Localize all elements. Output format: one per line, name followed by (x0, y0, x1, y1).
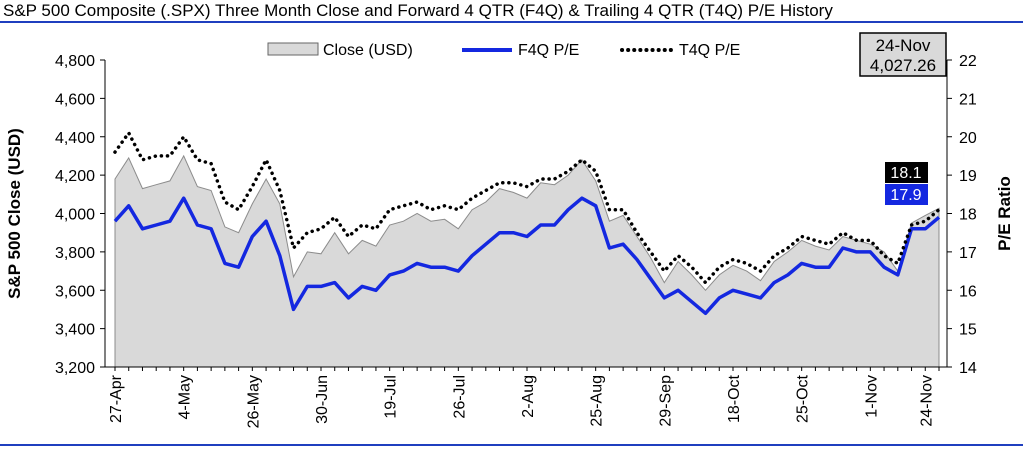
legend: Close (USD) F4Q P/E T4Q P/E (267, 42, 740, 59)
x-tick-label: 30-Jun (314, 375, 331, 424)
t4q-value-tag-text: 18.1 (890, 165, 921, 182)
x-tick-label: 25-Oct (795, 374, 812, 423)
x-tick-label: 26-Jul (451, 375, 468, 419)
x-tick-label: 27-Apr (108, 374, 125, 423)
x-tick-label: 25-Aug (589, 375, 606, 427)
date-value-box (859, 32, 947, 77)
x-tick-label: 2-Aug (520, 375, 537, 418)
left-tick-label: 3,200 (55, 360, 95, 377)
right-tick-label: 15 (959, 322, 977, 339)
close-area-layer (114, 154, 940, 368)
f4q-pe-line (113, 196, 941, 316)
left-tick-label: 4,600 (55, 91, 95, 108)
legend-label-close: Close (USD) (323, 42, 413, 59)
chart-title: S&P 500 Composite (.SPX) Three Month Clo… (3, 1, 833, 20)
right-tick-label: 14 (959, 360, 977, 377)
right-tick-label: 18 (959, 207, 977, 224)
right-tick-label: 22 (959, 53, 977, 70)
x-tick-label: 19-Jul (383, 375, 400, 419)
f4q-value-tag (885, 184, 928, 205)
date-box-value: 4,027.26 (870, 56, 936, 75)
legend-label-t4q: T4Q P/E (679, 42, 740, 59)
close-usd-area (114, 154, 940, 368)
legend-swatch-close (267, 42, 319, 56)
right-tick-label: 21 (959, 91, 977, 108)
x-tick-label: 1-Nov (863, 375, 880, 418)
pe-lines-layer (113, 129, 941, 316)
f4q-value-tag-text: 17.9 (890, 187, 921, 204)
left-tick-label: 4,400 (55, 130, 95, 147)
left-tick-label: 3,400 (55, 322, 95, 339)
footer-rule (0, 444, 1023, 446)
right-tick-label: 20 (959, 130, 977, 147)
x-tick-label: 24-Nov (918, 375, 935, 427)
axes-layer (100, 59, 952, 371)
y-axis-title: S&P 500 Close (USD) (5, 128, 24, 299)
legend-label-f4q: F4Q P/E (518, 42, 579, 59)
x-tick-label: 29-Sep (657, 375, 674, 427)
x-tick-label: 26-May (245, 375, 262, 428)
left-tick-label: 4,800 (55, 53, 95, 70)
right-tick-label: 17 (959, 245, 977, 262)
t4q-pe-line (113, 129, 941, 286)
date-box-date: 24-Nov (876, 36, 931, 55)
t4q-value-tag (885, 162, 928, 183)
right-tick-label: 16 (959, 283, 977, 300)
left-tick-label: 3,800 (55, 245, 95, 262)
x-tick-label: 4-May (177, 375, 194, 419)
left-tick-label: 4,000 (55, 207, 95, 224)
y2-axis-title: P/E Ratio (995, 176, 1014, 251)
left-tick-label: 3,600 (55, 283, 95, 300)
x-tick-label: 18-Oct (726, 374, 743, 423)
title-rule (0, 21, 1023, 23)
right-tick-label: 19 (959, 168, 977, 185)
left-tick-label: 4,200 (55, 168, 95, 185)
tick-labels-layer: 3,200 3,400 3,600 3,800 4,000 4,200 4,400 4,600… (5, 53, 1014, 428)
